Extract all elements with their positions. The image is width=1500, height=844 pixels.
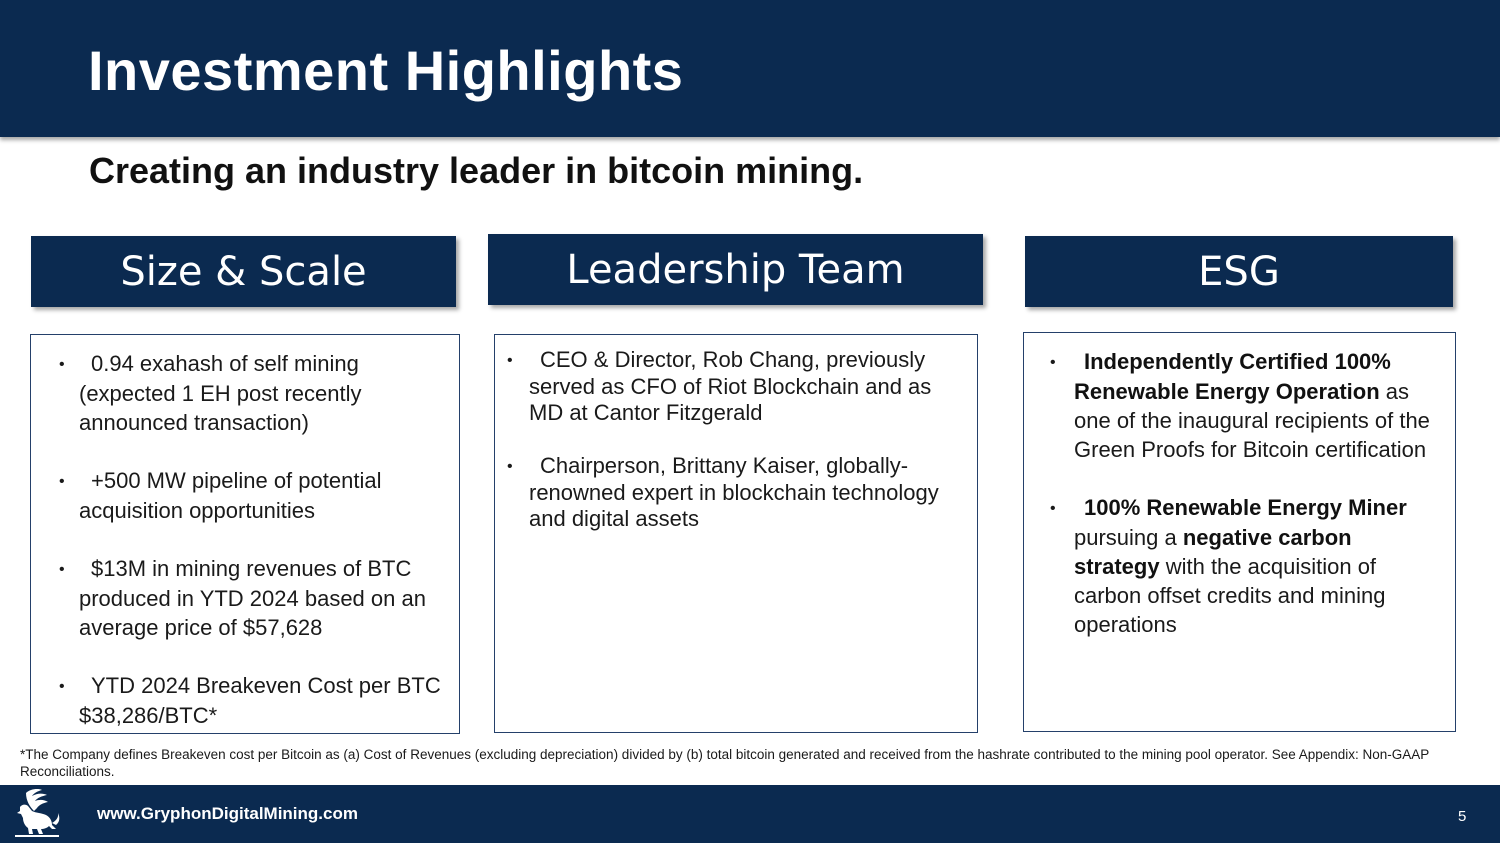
bullet-text: CEO & Director, Rob Chang, previously se… [529, 347, 932, 425]
size-scale-heading: Size & Scale [31, 236, 456, 307]
list-item: • Chairperson, Brittany Kaiser, globally-… [507, 453, 963, 532]
size-scale-card: • 0.94 exahash of self mining (expected 1… [30, 334, 460, 734]
bullet-icon: • [59, 356, 65, 373]
bullet-icon: • [59, 473, 65, 490]
esg-heading: ESG [1025, 236, 1453, 307]
bullet-text: +500 MW pipeline of potential acquisitio… [79, 468, 382, 523]
header-bar: Investment Highlights [0, 0, 1500, 137]
footnote: *The Company defines Breakeven cost per … [20, 747, 1430, 779]
list-item: • 100% Renewable Energy Miner pursuing a … [1050, 493, 1439, 639]
esg-card: • Independently Certified 100% Renewable … [1023, 332, 1456, 732]
list-item: • $13M in mining revenues of BTC produced… [59, 554, 443, 642]
bullet-text: pursuing a [1074, 525, 1183, 550]
bullet-text: Chairperson, Brittany Kaiser, globally-r… [529, 453, 939, 531]
esg-heading-text: ESG [1198, 248, 1280, 295]
bullet-icon: • [59, 678, 65, 695]
bullet-bold-text: 100% Renewable Energy Miner [1084, 495, 1407, 520]
list-item: • CEO & Director, Rob Chang, previously s… [507, 347, 963, 426]
list-item: • Independently Certified 100% Renewable … [1050, 347, 1439, 464]
page-number: 5 [1458, 808, 1467, 825]
bullet-text: as one of the inaugural recipients of th… [1074, 379, 1430, 462]
size-scale-list: • 0.94 exahash of self mining (expected 1… [59, 349, 443, 730]
list-item: • +500 MW pipeline of potential acquisiti… [59, 466, 443, 525]
footer-bar [0, 785, 1500, 843]
bullet-bold-text: negative carbon strategy [1074, 525, 1352, 579]
bullet-icon: • [59, 561, 65, 578]
leadership-team-list: • CEO & Director, Rob Chang, previously s… [507, 347, 963, 532]
esg-list: • Independently Certified 100% Renewable … [1050, 347, 1439, 639]
bullet-icon: • [1050, 500, 1056, 517]
website-link[interactable]: www.GryphonDigitalMining.com [97, 804, 358, 823]
leadership-team-heading: Leadership Team [488, 234, 983, 305]
bullet-icon: • [507, 458, 513, 475]
page-title: Investment Highlights [88, 39, 684, 102]
bullet-text: 0.94 exahash of self mining (expected 1 … [79, 351, 362, 435]
bullet-text: $13M in mining revenues of BTC produced … [79, 556, 426, 640]
size-scale-heading-text: Size & Scale [120, 248, 367, 295]
leadership-team-card: • CEO & Director, Rob Chang, previously s… [494, 334, 978, 733]
list-item: • YTD 2024 Breakeven Cost per BTC $38,286… [59, 671, 443, 730]
bullet-icon: • [1050, 354, 1056, 371]
bullet-text: YTD 2024 Breakeven Cost per BTC $38,286/… [79, 673, 441, 728]
bullet-text: with the acquisition of carbon offset cr… [1074, 554, 1386, 637]
list-item: • 0.94 exahash of self mining (expected 1… [59, 349, 443, 437]
gryphon-logo-icon [12, 787, 62, 839]
leadership-team-heading-text: Leadership Team [566, 246, 905, 293]
bullet-bold-text: Independently Certified 100% Renewable E… [1074, 349, 1391, 404]
bullet-icon: • [507, 352, 513, 369]
page-subtitle: Creating an industry leader in bitcoin m… [89, 150, 864, 191]
